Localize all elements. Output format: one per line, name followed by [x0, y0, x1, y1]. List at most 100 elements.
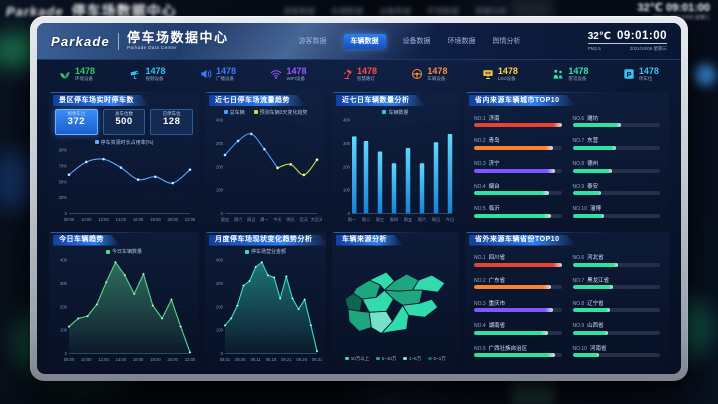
svg-text:22:00: 22:00: [185, 357, 195, 362]
stat-label: 智慧路灯: [356, 76, 375, 81]
top10-track: [474, 262, 562, 267]
dashboard-header: Parkade 停车场数据中心 Parkade Data Center 游客数据…: [37, 23, 681, 60]
top10-label: NO.9 泰安: [572, 183, 599, 190]
top10-label: NO.4 烟台: [474, 183, 500, 190]
svg-text:20:00: 20:00: [167, 217, 178, 222]
top10-rank: NO.9: [572, 323, 585, 330]
clock-sub: PM2.5 2021/10/06 星期三: [588, 46, 667, 52]
legend-weekly-count: 车辆数量: [336, 108, 455, 116]
weekly-flow-line-chart: 400 300 200 100 0 周五 周六 周日 周一 今天 明天 后天 大后天: [209, 116, 322, 223]
panel-province-top10: 省内来源车辆城市TOP10 NO.1 济南 NO.2 青岛 NO.3 济宁 NO.4 烟台 NO…: [465, 92, 669, 227]
top10-rank: NO.8: [572, 161, 585, 168]
svg-text:08.06: 08.06: [235, 357, 246, 362]
top10-label: NO.8 德州: [572, 161, 599, 168]
legend-item: 车辆数量: [382, 109, 409, 116]
top10-track: [572, 213, 660, 218]
stat-label: 客流设备: [568, 76, 587, 81]
top10-item: NO.3 重庆市: [474, 299, 562, 313]
panel-title-realtime: 景区停车场实时停车数: [53, 95, 150, 106]
top10-bar: [474, 330, 549, 335]
top10-item: NO.9 山西省: [572, 321, 660, 335]
svg-text:08.21: 08.21: [281, 357, 292, 362]
stat-label: 环境设备: [75, 76, 93, 81]
stat-value: 1478: [75, 65, 96, 76]
svg-text:后天: 后天: [300, 216, 309, 223]
people-icon: [553, 69, 563, 79]
stat-value: 1478: [497, 65, 518, 76]
top10-label: NO.7 东营: [572, 138, 599, 145]
svg-text:30%: 30%: [59, 195, 68, 200]
top10-label: NO.10 淄博: [572, 206, 601, 213]
top10-rank: NO.2: [474, 138, 486, 145]
stat-环境设备: 1478 环境设备: [59, 65, 96, 82]
panel-realtime-parking: 景区停车场实时停车数 剩余车位 372 总车位数 500 已停车位 128 停车资源时长占…: [49, 92, 199, 227]
top10-item: NO.4 烟台: [474, 182, 562, 196]
background-temp: 32℃: [637, 2, 663, 14]
stat-value: 1478: [286, 65, 307, 76]
svg-text:0: 0: [221, 351, 224, 356]
top10-item: NO.9 泰安: [572, 182, 660, 196]
legend-item: 10万以上: [345, 356, 369, 362]
top10-item: NO.5 临沂: [474, 204, 562, 218]
stat-视频设备: 1478 视频设备: [129, 65, 166, 82]
nav-tab-舆情分析[interactable]: 舆情分析: [492, 38, 521, 45]
top10-item: NO.7 东营: [572, 136, 660, 150]
top10-bar: [572, 353, 599, 358]
top10-track: [474, 123, 562, 128]
top10-item: NO.8 德州: [572, 159, 660, 173]
legend-dot: [345, 356, 349, 361]
top10-label: NO.9 山西省: [572, 323, 604, 330]
top10-rank: NO.9: [572, 183, 585, 190]
svg-text:16:00: 16:00: [133, 217, 144, 222]
svg-text:08.01: 08.01: [220, 357, 231, 362]
svg-text:200: 200: [216, 304, 224, 309]
top10-bar: [474, 123, 562, 128]
svg-text:周六: 周六: [418, 216, 426, 223]
top10-track: [474, 330, 562, 335]
top10-track: [474, 213, 562, 218]
svg-text:08:00: 08:00: [64, 357, 75, 362]
nav-tab-设备数据[interactable]: 设备数据: [402, 38, 431, 45]
panel-monthly-analysis: 月度停车场现状变化趋势分析 停车场营业金额 400 300 200 100 0 08.01…: [205, 231, 326, 366]
top10-track: [474, 353, 562, 358]
legend-item: 停车资源时长占用率(%): [94, 139, 153, 146]
top10-track: [572, 285, 660, 290]
top10-bar: [572, 191, 601, 196]
svg-text:400: 400: [343, 118, 351, 123]
stat-value: 1478: [145, 65, 166, 76]
top10-track: [572, 262, 660, 267]
kpi-label: 总车位数: [115, 111, 133, 117]
brand-logo: Parkade: [51, 33, 110, 49]
nav-tab-环境数据[interactable]: 环境数据: [447, 38, 476, 45]
top10-label: NO.6 河北省: [572, 255, 604, 262]
top10-bar: [572, 262, 618, 267]
top10-bar: [474, 353, 555, 358]
stat-label: WIFI设备: [286, 76, 305, 81]
svg-text:08.16: 08.16: [266, 357, 277, 362]
panel-title-weekly-count: 近七日车辆数量分析: [336, 95, 426, 106]
panel-title-today-trend: 今日车辆趋势: [53, 235, 120, 246]
panel-outside-top10: 省外来源车辆省份TOP10 NO.1 四川省 NO.2 广东省 NO.3 重庆市 NO.4 湖…: [465, 231, 669, 366]
top10-rank: NO.7: [572, 138, 585, 145]
top10-item: NO.2 广东省: [474, 276, 562, 290]
top10-bar: [572, 308, 611, 313]
svg-text:周六: 周六: [234, 216, 242, 223]
page-subtitle: Parkade Data Center: [127, 45, 177, 51]
top10-rank: NO.4: [474, 323, 486, 330]
svg-text:100: 100: [343, 188, 351, 193]
top10-item: NO.1 济南: [474, 114, 562, 128]
header-nav: 游客数据 车辆数据 设备数据 环境数据 舆情分析: [298, 33, 521, 49]
panel-title-monthly: 月度停车场现状变化趋势分析: [209, 235, 326, 246]
stat-value: 1478: [568, 65, 589, 76]
top10-bar: [474, 168, 555, 173]
top10-rank: NO.5: [474, 206, 486, 213]
nav-tab-车辆数据[interactable]: 车辆数据: [343, 33, 386, 49]
legend-dot: [382, 110, 387, 115]
brand-divider: [118, 32, 119, 50]
svg-text:周日: 周日: [247, 217, 255, 223]
top10-item: NO.10 淄博: [572, 204, 660, 218]
top10-rank: NO.7: [572, 277, 585, 284]
nav-tab-游客数据[interactable]: 游客数据: [298, 38, 327, 45]
legend-monthly: 停车场营业金额: [209, 248, 322, 256]
svg-text:16:00: 16:00: [133, 357, 144, 362]
